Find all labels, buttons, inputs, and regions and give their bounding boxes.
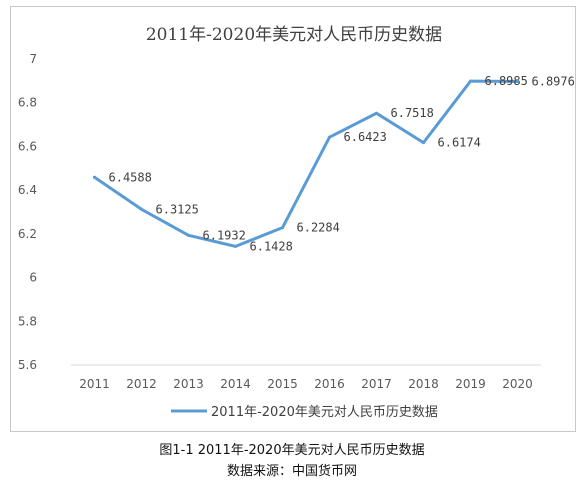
data-label: 6.8976 <box>532 74 575 88</box>
x-tick-label: 2015 <box>267 377 298 391</box>
x-tick-label: 2016 <box>314 377 345 391</box>
data-point <box>516 79 519 83</box>
x-tick-label: 2013 <box>173 377 204 391</box>
series-group: 6.4588 6.3125 6.1932 6.1428 6.2284 6.6423 6.75… <box>93 74 575 253</box>
chart-frame: 2011年-2020年美元对人民币历史数据 5.6 5.8 6 6.2 6.4 6.6 6.… <box>10 6 576 432</box>
x-tick-label: 2018 <box>408 377 439 391</box>
x-tick-label: 2011 <box>79 377 110 391</box>
data-point <box>281 226 284 230</box>
data-label: 6.7518 <box>391 106 434 120</box>
data-point <box>469 79 472 83</box>
y-axis: 5.6 5.8 6 6.2 6.4 6.6 6.8 7 <box>18 52 37 372</box>
y-tick-label: 6.4 <box>18 183 37 197</box>
x-tick-label: 2017 <box>361 377 392 391</box>
data-point <box>187 233 190 237</box>
data-point <box>422 141 425 145</box>
series-line <box>93 79 519 248</box>
y-tick-label: 7 <box>29 52 37 66</box>
x-axis: 2011 2012 2013 2014 2015 2016 2017 2018 2019 2020 <box>71 364 541 391</box>
data-point <box>375 111 378 115</box>
source-caption: 数据来源：中国货币网 <box>226 464 357 479</box>
y-tick-label: 6.6 <box>18 139 37 153</box>
chart-title: 2011年-2020年美元对人民币历史数据 <box>146 25 442 45</box>
data-label: 6.1932 <box>203 228 246 242</box>
y-tick-label: 6.8 <box>18 96 37 110</box>
y-tick-label: 5.8 <box>18 314 37 328</box>
data-label: 6.1428 <box>250 239 293 253</box>
data-label: 6.6174 <box>438 136 481 150</box>
data-label: 6.8985 <box>485 74 528 88</box>
x-tick-label: 2019 <box>455 377 486 391</box>
data-label: 6.4588 <box>109 170 152 184</box>
data-point <box>328 135 331 139</box>
figure-caption: 图1-1 2011年-2020年美元对人民币历史数据 <box>159 443 425 458</box>
x-tick-label: 2012 <box>126 377 157 391</box>
x-tick-label: 2014 <box>220 377 251 391</box>
y-tick-label: 5.6 <box>18 358 37 372</box>
legend[interactable]: 2011年-2020年美元对人民币历史数据 <box>171 405 438 420</box>
data-label: 6.3125 <box>156 202 199 216</box>
y-tick-label: 6.2 <box>18 227 37 241</box>
data-point <box>140 207 143 211</box>
data-label: 6.6423 <box>344 130 387 144</box>
y-tick-label: 6 <box>29 271 37 285</box>
data-point <box>93 175 96 179</box>
line-chart: 2011年-2020年美元对人民币历史数据 5.6 5.8 6 6.2 6.4 6.6 6.… <box>18 25 575 420</box>
data-point <box>234 244 237 248</box>
x-tick-label: 2020 <box>502 377 533 391</box>
data-label: 6.2284 <box>297 221 340 235</box>
legend-label: 2011年-2020年美元对人民币历史数据 <box>211 405 438 420</box>
